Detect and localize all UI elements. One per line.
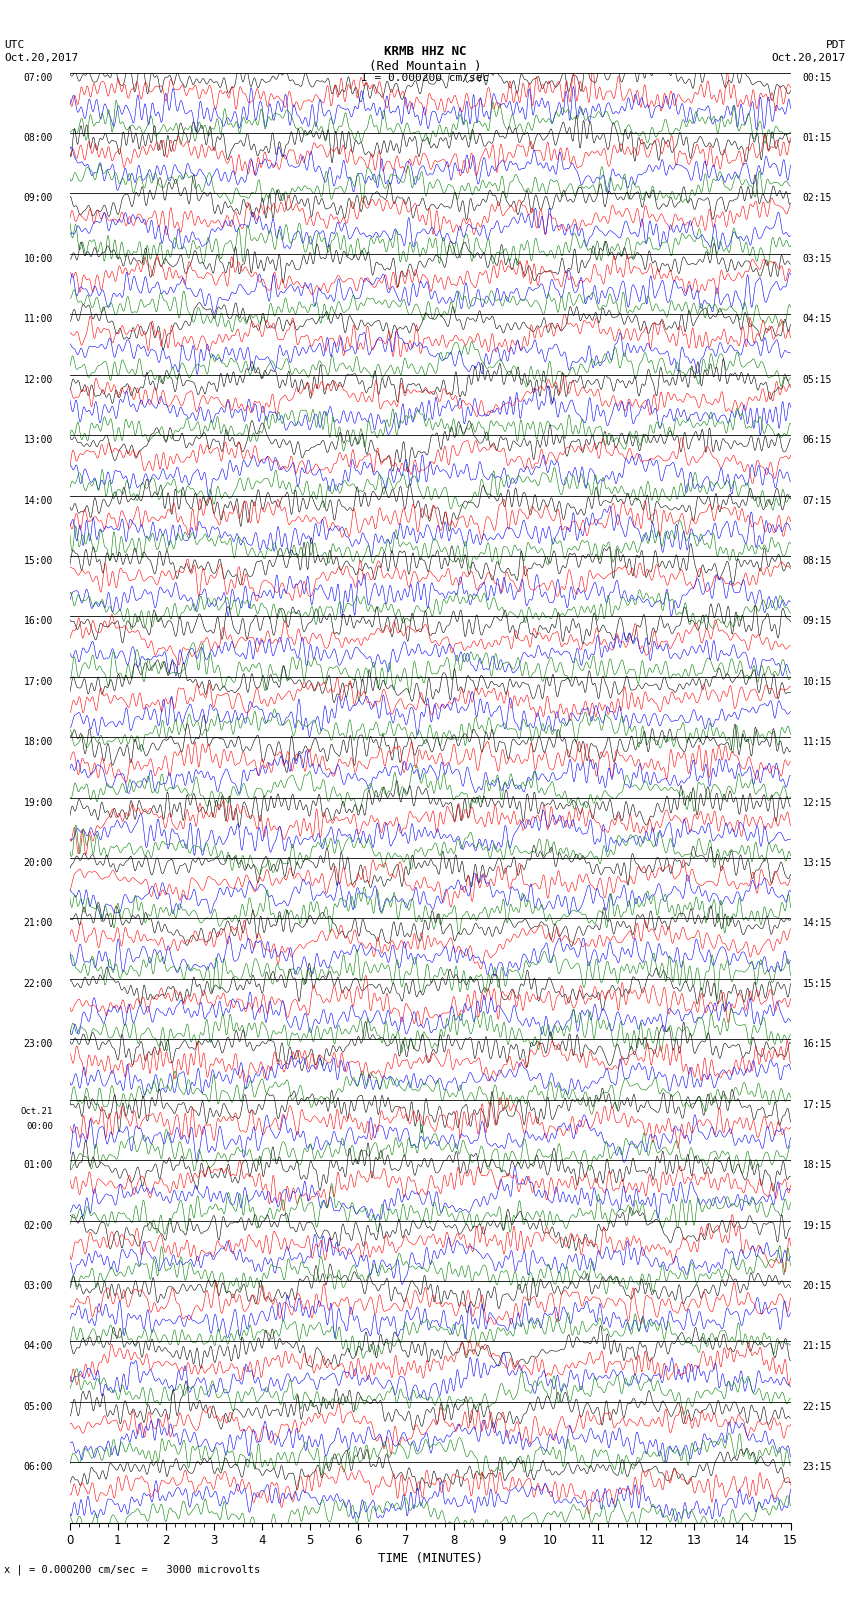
Text: 02:00: 02:00 — [24, 1221, 53, 1231]
Text: 00:15: 00:15 — [802, 73, 832, 82]
Text: (Red Mountain ): (Red Mountain ) — [369, 60, 481, 73]
Text: 04:00: 04:00 — [24, 1342, 53, 1352]
Text: 02:15: 02:15 — [802, 194, 832, 203]
Text: 01:15: 01:15 — [802, 132, 832, 144]
Text: x | = 0.000200 cm/sec =   3000 microvolts: x | = 0.000200 cm/sec = 3000 microvolts — [4, 1565, 260, 1576]
Text: PDT: PDT — [825, 40, 846, 50]
Text: 15:15: 15:15 — [802, 979, 832, 989]
Text: 08:15: 08:15 — [802, 556, 832, 566]
X-axis label: TIME (MINUTES): TIME (MINUTES) — [377, 1552, 483, 1565]
Text: 15:00: 15:00 — [24, 556, 53, 566]
Text: 20:00: 20:00 — [24, 858, 53, 868]
Text: 18:00: 18:00 — [24, 737, 53, 747]
Text: 18:15: 18:15 — [802, 1160, 832, 1169]
Text: Oct.20,2017: Oct.20,2017 — [772, 53, 846, 63]
Text: 22:00: 22:00 — [24, 979, 53, 989]
Text: 12:00: 12:00 — [24, 374, 53, 384]
Text: 14:15: 14:15 — [802, 918, 832, 929]
Text: 21:15: 21:15 — [802, 1342, 832, 1352]
Text: 05:15: 05:15 — [802, 374, 832, 384]
Text: 06:15: 06:15 — [802, 436, 832, 445]
Text: 16:15: 16:15 — [802, 1039, 832, 1050]
Text: 14:00: 14:00 — [24, 495, 53, 505]
Text: 07:15: 07:15 — [802, 495, 832, 505]
Text: 07:00: 07:00 — [24, 73, 53, 82]
Text: 09:15: 09:15 — [802, 616, 832, 626]
Text: 09:00: 09:00 — [24, 194, 53, 203]
Text: 16:00: 16:00 — [24, 616, 53, 626]
Text: 01:00: 01:00 — [24, 1160, 53, 1169]
Text: KRMB HHZ NC: KRMB HHZ NC — [383, 45, 467, 58]
Text: 03:00: 03:00 — [24, 1281, 53, 1290]
Text: 13:00: 13:00 — [24, 436, 53, 445]
Text: 06:00: 06:00 — [24, 1463, 53, 1473]
Text: 21:00: 21:00 — [24, 918, 53, 929]
Text: 13:15: 13:15 — [802, 858, 832, 868]
Text: I = 0.000200 cm/sec: I = 0.000200 cm/sec — [361, 73, 489, 82]
Text: 19:15: 19:15 — [802, 1221, 832, 1231]
Text: 05:00: 05:00 — [24, 1402, 53, 1411]
Text: 03:15: 03:15 — [802, 253, 832, 265]
Text: 08:00: 08:00 — [24, 132, 53, 144]
Text: 04:15: 04:15 — [802, 315, 832, 324]
Text: 17:00: 17:00 — [24, 677, 53, 687]
Text: 10:00: 10:00 — [24, 253, 53, 265]
Text: UTC: UTC — [4, 40, 25, 50]
Text: 12:15: 12:15 — [802, 798, 832, 808]
Text: 11:15: 11:15 — [802, 737, 832, 747]
Text: 22:15: 22:15 — [802, 1402, 832, 1411]
Text: 17:15: 17:15 — [802, 1100, 832, 1110]
Text: 23:00: 23:00 — [24, 1039, 53, 1050]
Text: 19:00: 19:00 — [24, 798, 53, 808]
Text: 00:00: 00:00 — [26, 1123, 53, 1131]
Text: 11:00: 11:00 — [24, 315, 53, 324]
Text: Oct.21: Oct.21 — [20, 1107, 53, 1116]
Text: 10:15: 10:15 — [802, 677, 832, 687]
Text: Oct.20,2017: Oct.20,2017 — [4, 53, 78, 63]
Text: 20:15: 20:15 — [802, 1281, 832, 1290]
Text: 23:15: 23:15 — [802, 1463, 832, 1473]
